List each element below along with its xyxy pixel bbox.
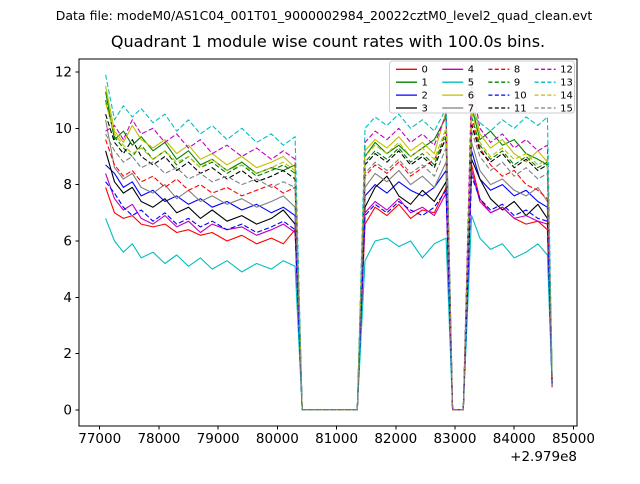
legend-entry-6: 6 <box>442 91 474 102</box>
legend-entry-13: 13 <box>534 78 573 89</box>
legend-label: 10 <box>514 91 527 102</box>
y-tick-label: 8 <box>63 177 72 193</box>
legend-label: 11 <box>514 103 527 114</box>
legend-entry-14: 14 <box>534 91 573 102</box>
x-tick-label: 84000 <box>493 431 536 447</box>
y-tick-label: 2 <box>63 346 72 362</box>
y-tick-label: 0 <box>63 402 72 418</box>
legend-label: 12 <box>560 65 573 76</box>
legend-label: 6 <box>468 91 474 102</box>
legend-entry-9: 9 <box>488 78 520 89</box>
y-tick-label: 6 <box>63 233 72 249</box>
x-tick-label: 78000 <box>137 431 180 447</box>
chart-title: Quadrant 1 module wise count rates with … <box>111 32 545 51</box>
x-tick-label: 80000 <box>256 431 299 447</box>
y-tick-label: 10 <box>55 121 72 137</box>
axes-frame <box>78 58 578 427</box>
y-tick-label: 12 <box>55 64 72 80</box>
legend-label: 7 <box>468 103 474 114</box>
legend-label: 4 <box>468 65 474 76</box>
legend-label: 15 <box>560 103 573 114</box>
legend-entry-3: 3 <box>396 103 428 114</box>
x-tick-label: 79000 <box>197 431 240 447</box>
x-tick-label: 85000 <box>552 431 595 447</box>
x-tick-label: 83000 <box>434 431 477 447</box>
legend-label: 9 <box>514 78 520 89</box>
legend-label: 0 <box>422 65 428 76</box>
legend-entry-2: 2 <box>396 91 428 102</box>
legend-entry-4: 4 <box>442 65 474 76</box>
axes: 77000 78000 79000 80000 81000 82000 83000 84000… <box>55 58 595 447</box>
legend-label: 2 <box>422 91 428 102</box>
x-tick-label: 77000 <box>78 431 121 447</box>
series-line-13 <box>105 74 553 411</box>
legend-entry-11: 11 <box>488 103 527 114</box>
y-tick-label: 4 <box>63 290 72 306</box>
series-line-15 <box>105 130 553 411</box>
data-file-label: Data file: modeM0/AS1C04_001T01_90000029… <box>56 8 593 23</box>
series-line-10 <box>105 175 553 411</box>
series-line-12 <box>105 79 553 411</box>
series-lines <box>105 74 553 411</box>
legend-entry-0: 0 <box>396 65 428 76</box>
legend-entry-1: 1 <box>396 78 428 89</box>
x-tick-label: 82000 <box>374 431 417 447</box>
legend-label: 13 <box>560 78 573 89</box>
legend-label: 14 <box>560 91 573 102</box>
legend-label: 1 <box>422 78 428 89</box>
x-axis-offset-label: +2.979e8 <box>510 449 577 465</box>
legend-entry-12: 12 <box>534 65 573 76</box>
series-line-5 <box>105 215 553 411</box>
legend-entry-8: 8 <box>488 65 520 76</box>
legend-label: 3 <box>422 103 428 114</box>
legend-entry-15: 15 <box>534 103 573 114</box>
legend-entry-7: 7 <box>442 103 474 114</box>
legend-label: 5 <box>468 78 474 89</box>
legend-entry-10: 10 <box>488 91 527 102</box>
legend-label: 8 <box>514 65 520 76</box>
series-line-9 <box>105 99 553 411</box>
x-tick-label: 81000 <box>315 431 358 447</box>
legend-entry-5: 5 <box>442 78 474 89</box>
legend-box <box>389 60 575 114</box>
